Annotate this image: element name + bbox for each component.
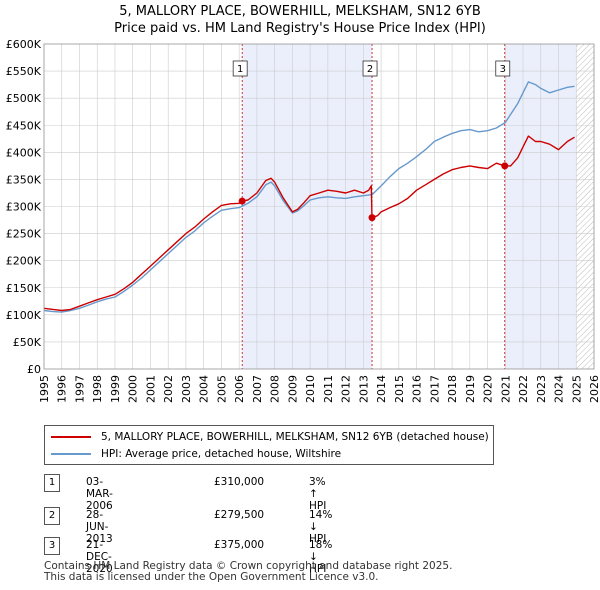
transaction-price: £279,500 xyxy=(214,509,265,521)
x-tick-label: 1999 xyxy=(109,375,122,403)
transaction-badge: 2 xyxy=(44,507,60,525)
transaction-date: 21-DEC-2020 xyxy=(86,539,113,575)
x-tick-label: 1998 xyxy=(91,375,104,403)
transaction-price: £310,000 xyxy=(214,476,265,488)
x-tick-label: 2015 xyxy=(393,375,406,403)
x-tick-label: 2000 xyxy=(127,375,140,403)
y-tick-label: £550K xyxy=(6,65,42,78)
attribution-line: Contains HM Land Registry data © Crown c… xyxy=(44,560,453,572)
y-tick-label: £350K xyxy=(6,173,42,186)
legend-item-property: 5, MALLORY PLACE, BOWERHILL, MELKSHAM, S… xyxy=(51,428,489,446)
x-tick-label: 2005 xyxy=(215,375,228,403)
chart-title-line1: 5, MALLORY PLACE, BOWERHILL, MELKSHAM, S… xyxy=(119,4,481,19)
x-tick-label: 2012 xyxy=(340,375,353,403)
legend-item-hpi: HPI: Average price, detached house, Wilt… xyxy=(51,445,341,463)
transaction-label-box xyxy=(232,60,248,77)
chart-title-line2: Price paid vs. HM Land Registry's House … xyxy=(114,21,486,36)
x-tick-label: 2023 xyxy=(535,375,548,403)
y-tick-label: £500K xyxy=(6,92,42,105)
price-chart: £0 £50K £100K £150K £200K £250K £300K £350K £400… xyxy=(6,38,600,403)
hpi-line xyxy=(43,81,575,313)
transaction-label-box xyxy=(495,60,511,77)
x-tick-label: 1995 xyxy=(38,375,51,403)
transaction-date: 28-JUN-2013 xyxy=(86,509,113,545)
x-tick-label: 2013 xyxy=(357,375,370,403)
plot-frame xyxy=(43,43,595,370)
sale-point xyxy=(368,214,376,222)
x-tick-label: 2022 xyxy=(517,375,530,403)
x-tick-label: 2011 xyxy=(322,375,335,403)
x-tick-label: 2009 xyxy=(286,375,299,403)
y-tick-label: £0 xyxy=(27,363,41,376)
x-tick-label: 2020 xyxy=(482,375,495,403)
sale-point xyxy=(238,197,246,205)
x-tick-label: 2006 xyxy=(233,375,246,403)
legend-swatch-hpi xyxy=(51,453,91,455)
transaction-label: 2 xyxy=(367,64,373,75)
attribution-footer: Contains HM Land Registry data © Crown c… xyxy=(44,561,452,583)
y-tick-label: £100K xyxy=(6,309,42,322)
y-tick-label: £150K xyxy=(6,282,42,295)
transaction-badge: 3 xyxy=(44,537,60,555)
x-tick-label: 2021 xyxy=(499,375,512,403)
x-tick-label: 2016 xyxy=(411,375,424,403)
legend-label-hpi: HPI: Average price, detached house, Wilt… xyxy=(101,448,342,460)
transaction-label-box xyxy=(362,60,378,77)
x-tick-label: 2018 xyxy=(446,375,459,403)
y-tick-label: £200K xyxy=(6,255,42,268)
transaction-badge: 1 xyxy=(44,474,60,492)
y-tick-label: £250K xyxy=(6,228,42,241)
x-tick-label: 2004 xyxy=(198,375,211,403)
y-tick-label: £600K xyxy=(6,38,42,51)
license-line: This data is licensed under the Open Gov… xyxy=(44,571,379,583)
x-tick-label: 2024 xyxy=(553,375,566,403)
x-tick-label: 1997 xyxy=(73,375,86,403)
x-tick-label: 2026 xyxy=(588,375,600,403)
x-tick-label: 2007 xyxy=(251,375,264,403)
legend-swatch-property xyxy=(51,436,91,438)
y-tick-label: £300K xyxy=(6,201,42,214)
y-tick-label: £450K xyxy=(6,119,42,132)
x-tick-label: 2019 xyxy=(464,375,477,403)
property-price-line xyxy=(43,135,575,312)
chart-legend: 5, MALLORY PLACE, BOWERHILL, MELKSHAM, S… xyxy=(44,425,494,465)
x-tick-label: 2017 xyxy=(428,375,441,403)
transaction-label: 3 xyxy=(500,64,506,75)
x-tick-label: 2014 xyxy=(375,375,388,403)
transaction-date: 03-MAR-2006 xyxy=(86,476,113,512)
transaction-hpi-delta: 18% ↓ HPI xyxy=(309,539,333,575)
x-tick-label: 1996 xyxy=(56,375,69,403)
y-tick-label: £400K xyxy=(6,146,42,159)
sale-point xyxy=(501,162,509,170)
x-tick-label: 2001 xyxy=(144,375,157,403)
x-tick-label: 2008 xyxy=(269,375,282,403)
y-tick-label: £50K xyxy=(13,336,42,349)
transaction-label: 1 xyxy=(237,64,243,75)
x-tick-label: 2025 xyxy=(570,375,583,403)
x-tick-label: 2002 xyxy=(162,375,175,403)
x-tick-label: 2003 xyxy=(180,375,193,403)
transaction-price: £375,000 xyxy=(214,539,265,551)
x-tick-label: 2010 xyxy=(304,375,317,403)
transaction-hpi-delta: 3% ↑ HPI xyxy=(309,476,327,512)
legend-label-property: 5, MALLORY PLACE, BOWERHILL, MELKSHAM, S… xyxy=(101,431,489,443)
transaction-hpi-delta: 14% ↓ HPI xyxy=(309,509,333,545)
